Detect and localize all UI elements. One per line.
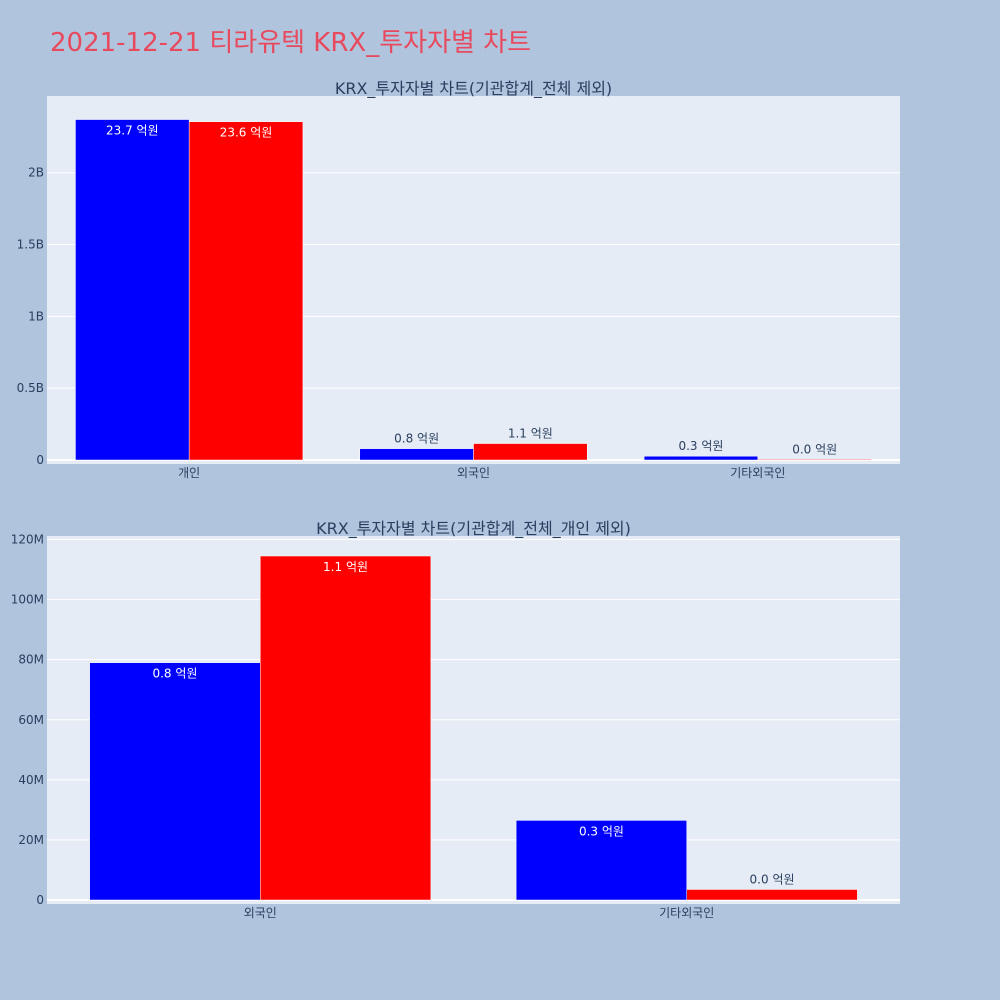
y-tick-label: 80M <box>18 653 44 667</box>
data-label: 0.3 억원 <box>579 824 624 838</box>
x-tick-label: 기타외국인 <box>730 466 785 480</box>
x-tick-label: 개인 <box>178 466 200 480</box>
x-tick-label: 기타외국인 <box>659 906 714 920</box>
bar <box>643 455 759 461</box>
y-tick-label: 20M <box>18 833 44 847</box>
bar <box>260 555 432 901</box>
bar <box>188 121 304 461</box>
bar <box>473 443 588 461</box>
data-label: 0.0 억원 <box>792 442 837 456</box>
bar <box>359 448 474 461</box>
x-tick-label: 외국인 <box>244 906 277 920</box>
y-tick-label: 40M <box>18 773 44 787</box>
y-tick-label: 0.5B <box>17 381 44 395</box>
bar <box>686 889 858 901</box>
data-label: 1.1 억원 <box>508 427 553 441</box>
data-label: 0.0 억원 <box>750 872 795 886</box>
chart-investor-excl-individual: 0 20M 40M 60M 80M 100M 120M KRX_투자자별 차트(기관합계_전체… <box>11 519 900 920</box>
data-label: 23.7 억원 <box>106 124 159 138</box>
chart-title: KRX_투자자별 차트(기관합계_전체 제외) <box>335 79 612 99</box>
data-label: 23.6 억원 <box>220 126 273 140</box>
data-label: 0.8 억원 <box>394 432 439 446</box>
bar <box>89 662 261 901</box>
bar <box>757 459 872 461</box>
data-label: 0.8 억원 <box>152 667 197 681</box>
data-label: 1.1 억원 <box>323 560 368 574</box>
x-tick-label: 외국인 <box>457 466 490 480</box>
y-tick-label: 1B <box>28 309 44 323</box>
bar <box>515 820 688 901</box>
data-label: 0.3 억원 <box>678 439 723 453</box>
page-title: 2021-12-21 티라유텍 KRX_투자자별 차트 <box>50 28 532 58</box>
y-tick-label: 120M <box>11 533 44 547</box>
chart-investor-all: 0 0.5B 1B 1.5B 2B KRX_투자자별 차트(기관합계_전체 제외) 개인 23… <box>17 79 900 480</box>
y-tick-label: 1.5B <box>17 238 44 252</box>
chart-title: KRX_투자자별 차트(기관합계_전체_개인 제외) <box>316 519 631 539</box>
bar <box>75 119 190 461</box>
y-tick-label: 0 <box>36 893 44 907</box>
y-tick-label: 2B <box>28 166 44 180</box>
y-tick-label: 60M <box>18 713 44 727</box>
y-tick-label: 100M <box>11 593 44 607</box>
y-tick-label: 0 <box>36 453 44 467</box>
